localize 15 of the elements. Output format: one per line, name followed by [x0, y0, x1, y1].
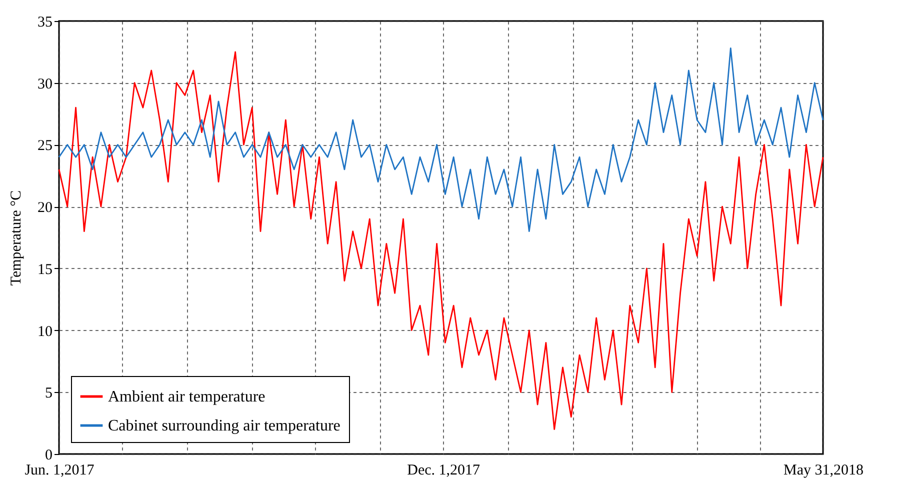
y-axis-title: Temperature °C: [8, 190, 24, 286]
y-tick-label: 0: [45, 448, 52, 464]
y-tick-label: 30: [38, 76, 52, 92]
y-tick-label: 35: [38, 14, 52, 30]
y-tick-label: 10: [38, 324, 52, 340]
legend-label: Ambient air temperature: [108, 388, 266, 406]
y-tick-label: 25: [38, 138, 52, 154]
y-tick-label: 5: [45, 386, 52, 402]
y-tick-label: 20: [38, 200, 52, 216]
legend-label: Cabinet surrounding air temperature: [108, 418, 340, 434]
x-tick-label: Dec. 1,2017: [407, 462, 481, 478]
x-tick-label: May 31,2018: [784, 462, 864, 478]
x-tick-label: Jun. 1,2017: [24, 462, 95, 478]
y-tick-label: 15: [38, 262, 52, 278]
line-series: [58, 48, 824, 232]
